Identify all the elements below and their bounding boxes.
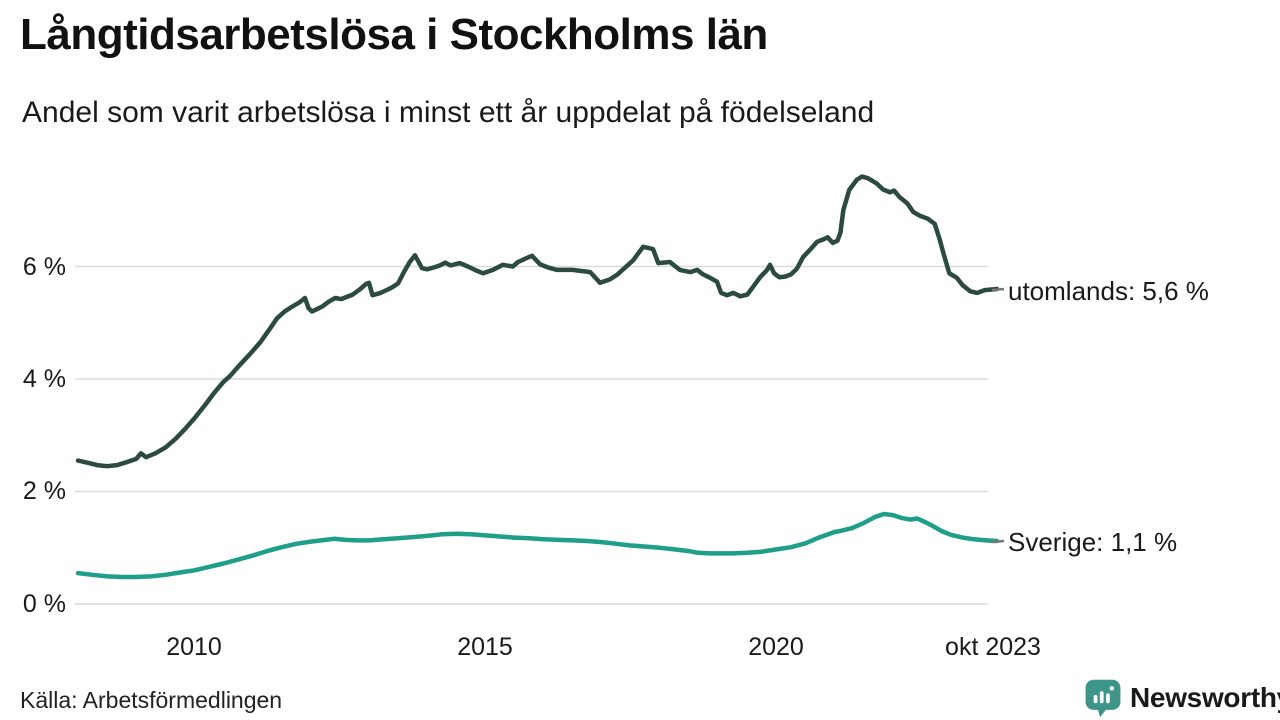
series-label-utomlands: utomlands: 5,6 % — [1008, 276, 1209, 306]
y-axis-tick-2: 2 % — [22, 477, 66, 505]
source-note: Källa: Arbetsförmedlingen — [20, 687, 283, 713]
series-lines — [75, 174, 1000, 580]
label-connector-dash — [991, 539, 1005, 544]
newsworthy-wordmark: Newsworthy — [1130, 682, 1280, 713]
y-axis-tick-4: 4 % — [22, 365, 66, 393]
newsworthy-bar-chart-icon — [1085, 679, 1121, 718]
series-line-utomlands — [75, 174, 1000, 469]
label-connector-dash — [991, 287, 1005, 292]
label-ticks — [991, 287, 1005, 544]
x-axis-tick-okt2023: okt 2023 — [945, 633, 1041, 661]
x-axis-tick-2010: 2010 — [166, 633, 222, 661]
y-axis-tick-0: 0 % — [22, 590, 66, 618]
series-line-sverige — [75, 511, 1000, 580]
page-subtitle: Andel som varit arbetslösa i minst ett å… — [22, 96, 875, 129]
newsworthy-logo: Newsworthy — [1084, 678, 1280, 718]
x-axis-tick-2015: 2015 — [457, 633, 513, 661]
series-label-sverige: Sverige: 1,1 % — [1008, 527, 1178, 557]
y-axis-tick-6: 6 % — [22, 253, 66, 281]
gridlines — [75, 265, 988, 605]
x-axis-tick-2020: 2020 — [748, 633, 804, 661]
page-title: Långtidsarbetslösa i Stockholms län — [20, 10, 768, 59]
